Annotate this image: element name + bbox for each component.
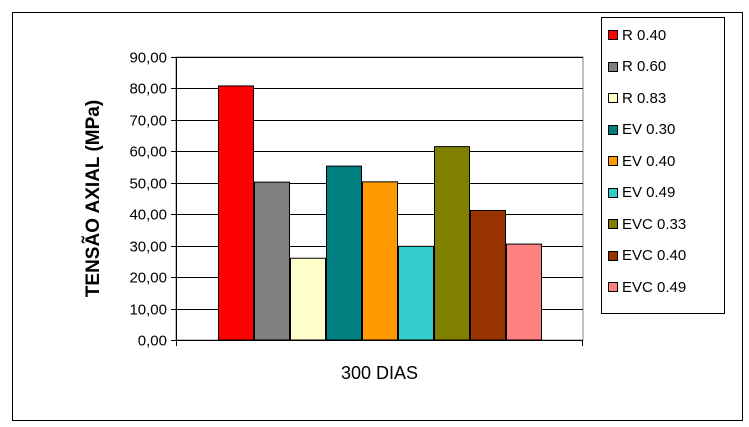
legend-swatch	[608, 124, 618, 135]
legend-label: R 0.40	[622, 26, 667, 44]
y-tick-label: 0,00	[138, 333, 167, 350]
bar-r-0-83	[290, 257, 326, 341]
legend-label: EVC 0.49	[622, 278, 687, 296]
legend-swatch	[608, 93, 618, 103]
legend-label: EVC 0.33	[622, 215, 687, 233]
y-axis-title: TENSÃO AXIAL (MPa)	[82, 100, 104, 297]
legend-item: EVC 0.33	[608, 214, 686, 234]
legend-label: EV 0.40	[622, 152, 676, 170]
bar-ev-0-49	[398, 245, 434, 341]
legend-item: R 0.60	[608, 57, 666, 77]
legend-label: R 0.83	[622, 89, 667, 107]
legend-label: EV 0.30	[622, 121, 676, 138]
legend-swatch	[608, 61, 618, 72]
x-category-label: 300 DIAS	[341, 363, 418, 383]
legend-swatch	[608, 187, 618, 198]
bar-ev-0-40	[362, 181, 398, 341]
legend-swatch	[608, 282, 618, 292]
legend-item: EVC 0.49	[608, 277, 686, 297]
legend-swatch	[608, 250, 618, 261]
y-tick-label: 70,00	[129, 113, 167, 130]
bar-r-0-40	[218, 85, 254, 341]
y-tick-label: 50,00	[129, 176, 167, 193]
legend-swatch	[608, 156, 618, 166]
y-tick-label: 10,00	[129, 302, 167, 319]
bar-r-0-60	[254, 181, 290, 341]
legend-label: EV 0.49	[622, 184, 676, 201]
legend-item: R 0.83	[608, 88, 666, 108]
chart-legend: R 0.40 R 0.60 R 0.83 EV 0.30 EV 0.40 EV 0.49 E…	[601, 17, 725, 314]
y-tick-label: 20,00	[129, 270, 167, 287]
legend-item: EV 0.40	[608, 151, 675, 171]
bar-evc-0-49	[506, 243, 542, 341]
bar-ev-0-30	[326, 165, 362, 341]
y-tick-label: 80,00	[129, 81, 167, 98]
legend-item: R 0.40	[608, 25, 666, 45]
legend-label: R 0.60	[622, 58, 667, 75]
bar-evc-0-33	[434, 146, 470, 341]
bar-evc-0-40	[470, 209, 506, 341]
legend-item: EV 0.30	[608, 120, 675, 140]
legend-label: EVC 0.40	[622, 247, 687, 264]
legend-swatch	[608, 219, 618, 229]
y-tick-label: 30,00	[129, 239, 167, 256]
y-tick-label: 60,00	[129, 144, 167, 161]
legend-item: EVC 0.40	[608, 246, 686, 266]
y-tick-label: 40,00	[129, 207, 167, 224]
y-tick-label: 90,00	[129, 50, 167, 67]
legend-swatch	[608, 30, 618, 40]
legend-item: EV 0.49	[608, 183, 675, 203]
